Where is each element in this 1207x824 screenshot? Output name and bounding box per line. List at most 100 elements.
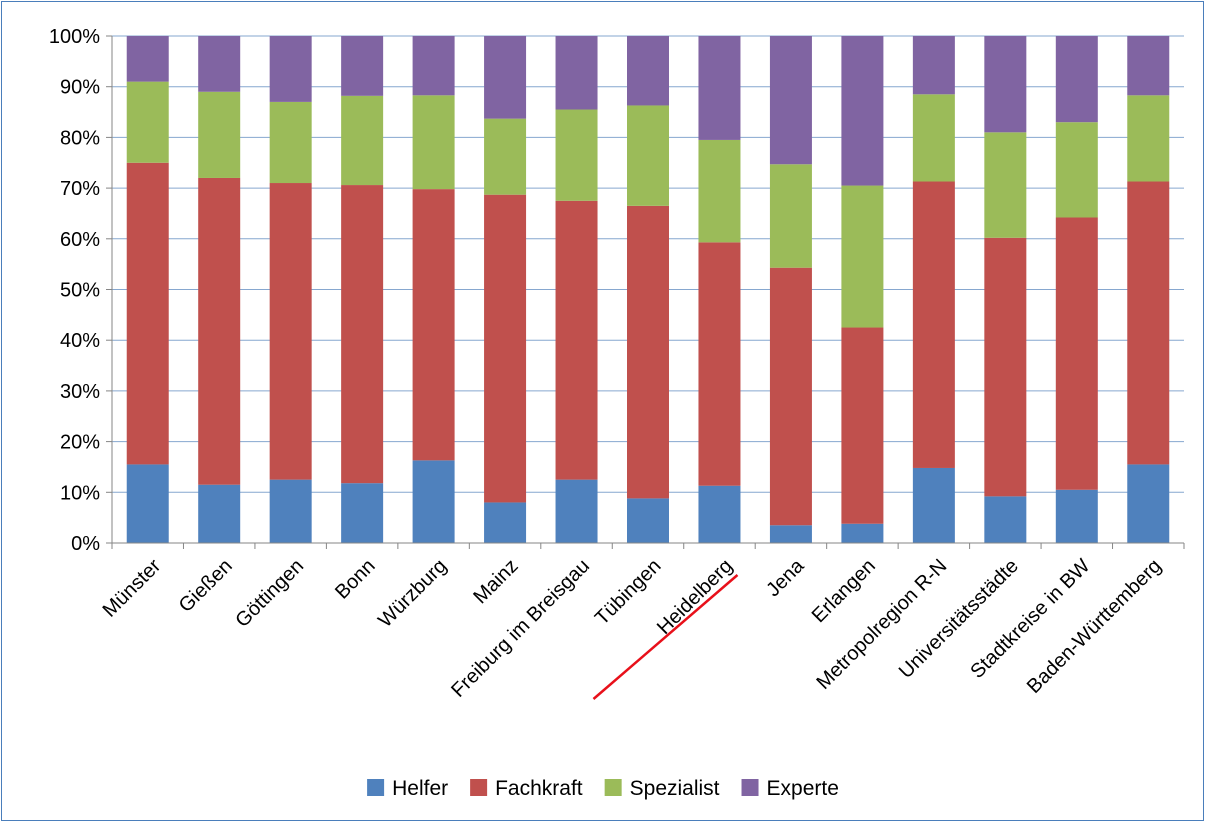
bar-segment-spezialist bbox=[1127, 95, 1170, 182]
bar-segment-fachkraft bbox=[841, 327, 884, 524]
x-tick-label: Freiburg im Breisgau bbox=[447, 555, 594, 702]
bar-segment-helfer bbox=[126, 464, 169, 543]
y-tick-label: 100% bbox=[49, 26, 100, 48]
x-tick-label: Gießen bbox=[175, 555, 237, 617]
y-tick-labels: 0% 10% 20% 30% 40% 50% 60% 70% 80% 90% 100% bbox=[49, 26, 100, 555]
bar-segment-experte bbox=[627, 36, 669, 106]
bar-segment-fachkraft bbox=[484, 194, 527, 503]
x-tick-label: Göttingen bbox=[231, 555, 308, 632]
y-tick-label: 20% bbox=[60, 432, 100, 454]
y-tick-label: 30% bbox=[60, 381, 100, 403]
bar-segment-spezialist bbox=[698, 139, 741, 243]
bar-segment-helfer bbox=[484, 502, 527, 543]
legend-swatch bbox=[741, 779, 759, 796]
bar-segment-spezialist bbox=[912, 94, 955, 182]
bar-segment-experte bbox=[269, 36, 312, 102]
x-tick-label: Münster bbox=[99, 555, 166, 622]
bar-segment-fachkraft bbox=[912, 181, 955, 468]
bar-segment-helfer bbox=[698, 485, 741, 543]
bar-segment-experte bbox=[341, 36, 384, 96]
bar-segment-spezialist bbox=[269, 101, 312, 184]
legend-swatch bbox=[470, 779, 488, 796]
bar-segment-helfer bbox=[412, 460, 455, 543]
bar-segment-fachkraft bbox=[126, 162, 169, 465]
bar-segment-helfer bbox=[1127, 464, 1170, 543]
bar-segment-helfer bbox=[984, 496, 1027, 543]
bar-segment-experte bbox=[1055, 36, 1098, 123]
bar-segment-helfer bbox=[627, 498, 669, 543]
axes bbox=[106, 35, 1185, 549]
bar-segment-spezialist bbox=[484, 118, 527, 195]
x-tick-label: Mainz bbox=[469, 555, 522, 608]
x-tick-label: Tübingen bbox=[591, 555, 666, 630]
bar-segment-fachkraft bbox=[555, 200, 598, 480]
bar-segment-experte bbox=[1127, 36, 1170, 96]
y-tick-label: 50% bbox=[60, 280, 100, 302]
legend-label: Helfer bbox=[392, 777, 448, 800]
bar-segment-helfer bbox=[769, 525, 812, 543]
bar-segment-helfer bbox=[912, 467, 955, 543]
x-tick-label: Würzburg bbox=[374, 555, 451, 632]
y-tick-label: 10% bbox=[60, 482, 100, 504]
x-tick-label: Universitätsstädte bbox=[895, 555, 1023, 683]
bar-segment-spezialist bbox=[627, 105, 669, 206]
bar-segment-experte bbox=[912, 36, 955, 95]
bar-segment-fachkraft bbox=[269, 183, 312, 480]
bar-segment-spezialist bbox=[126, 81, 169, 163]
x-tick-label: Erlangen bbox=[808, 555, 880, 627]
bar-segment-experte bbox=[769, 36, 812, 165]
bar-segment-fachkraft bbox=[198, 177, 241, 485]
bar-segment-spezialist bbox=[984, 132, 1027, 238]
bar-segment-spezialist bbox=[1055, 122, 1098, 218]
bar-segment-helfer bbox=[555, 479, 598, 543]
y-tick-label: 0% bbox=[71, 533, 100, 555]
highlight-underline bbox=[592, 574, 739, 700]
bar-segment-experte bbox=[555, 36, 598, 110]
bar-segment-helfer bbox=[1055, 489, 1098, 543]
x-tick-label: Bonn bbox=[331, 555, 380, 604]
y-tick-label: 80% bbox=[60, 127, 100, 149]
bar-segment-fachkraft bbox=[1127, 181, 1170, 465]
x-tick-label: Stadtkreise in BW bbox=[966, 555, 1094, 683]
bar-segment-fachkraft bbox=[412, 189, 455, 461]
legend-label: Experte bbox=[767, 777, 839, 800]
bar-segment-experte bbox=[984, 36, 1027, 133]
y-tick-label: 90% bbox=[60, 77, 100, 99]
bar-segment-fachkraft bbox=[984, 237, 1027, 497]
bar-segment-spezialist bbox=[412, 95, 455, 190]
bar-segment-fachkraft bbox=[341, 185, 384, 484]
bar-segment-spezialist bbox=[769, 164, 812, 268]
bar-segment-fachkraft bbox=[1055, 217, 1098, 490]
legend-swatch bbox=[367, 779, 385, 796]
legend-label: Spezialist bbox=[630, 777, 720, 800]
bar-segment-experte bbox=[198, 36, 241, 92]
x-tick-label: Jena bbox=[762, 554, 809, 601]
bar-segment-spezialist bbox=[341, 95, 384, 186]
bar-segment-spezialist bbox=[841, 185, 884, 328]
x-tick-label: Heidelberg bbox=[653, 555, 737, 639]
bar-stacks bbox=[126, 36, 1170, 543]
y-tick-label: 70% bbox=[60, 178, 100, 200]
bar-segment-fachkraft bbox=[627, 205, 669, 499]
y-tick-label: 40% bbox=[60, 330, 100, 352]
bar-segment-helfer bbox=[198, 484, 241, 543]
bar-segment-helfer bbox=[269, 479, 312, 543]
bar-segment-experte bbox=[484, 36, 527, 119]
legend-swatch bbox=[604, 779, 622, 796]
legend-label: Fachkraft bbox=[495, 777, 583, 800]
bar-segment-spezialist bbox=[198, 91, 241, 178]
x-tick-label: Metropolregion R-N bbox=[812, 555, 951, 694]
bar-segment-helfer bbox=[841, 523, 884, 543]
bar-segment-experte bbox=[698, 36, 741, 140]
bar-segment-experte bbox=[412, 36, 455, 96]
x-tick-label: Baden-Württemberg bbox=[1023, 555, 1166, 698]
bar-segment-fachkraft bbox=[769, 267, 812, 526]
legend: Helfer Fachkraft Spezialist Experte bbox=[367, 777, 839, 800]
bar-segment-experte bbox=[841, 36, 884, 186]
bar-segment-experte bbox=[126, 36, 169, 82]
bar-segment-fachkraft bbox=[698, 242, 741, 486]
bar-segment-helfer bbox=[341, 483, 384, 543]
